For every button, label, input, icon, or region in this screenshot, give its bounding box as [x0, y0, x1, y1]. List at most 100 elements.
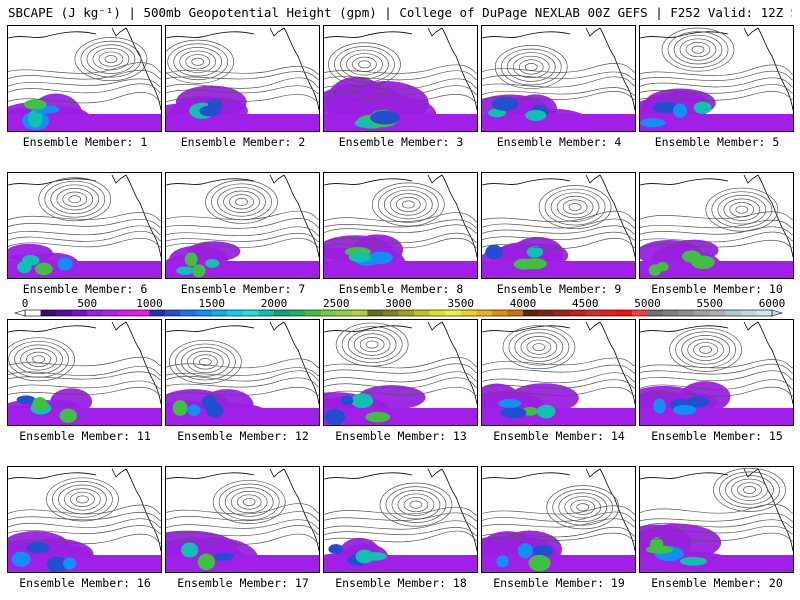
map-panel-graphic: [482, 468, 635, 572]
colorbar-tick-label: 3000: [385, 297, 412, 310]
height-contours: [324, 182, 477, 249]
coastline: [640, 321, 793, 405]
colorbar-swatch: [491, 310, 508, 316]
coastline: [324, 321, 477, 405]
colorbar-swatch: [87, 310, 104, 316]
height-contours: [166, 339, 319, 396]
ensemble-member-label: Ensemble Member: 2: [180, 135, 306, 149]
colorbar-swatch: [336, 310, 353, 316]
colorbar-swatch: [445, 310, 462, 316]
colorbar-swatch: [414, 310, 430, 316]
height-contours: [640, 327, 793, 397]
colorbar-swatch: [102, 310, 119, 316]
colorbar-swatch: [631, 310, 648, 316]
cape-shading: [640, 381, 793, 425]
height-contours: [640, 187, 793, 249]
ensemble-member-label: Ensemble Member: 17: [177, 576, 309, 590]
coastline: [166, 468, 319, 552]
ensemble-member-label: Ensemble Member: 5: [654, 135, 780, 149]
map-panel: [481, 466, 636, 573]
map-panel-graphic: [166, 468, 319, 572]
colorbar-tick-label: 5500: [697, 297, 724, 310]
colorbar-tick-label: 2500: [323, 297, 350, 310]
height-contours: [482, 185, 635, 249]
map-panel-graphic: [640, 174, 793, 278]
colorbar-swatch: [165, 310, 181, 316]
cape-shading: [640, 88, 793, 131]
map-panel: [481, 25, 636, 132]
height-contours: [324, 322, 477, 396]
ensemble-member-label: Ensemble Member: 6: [22, 282, 148, 296]
ensemble-member-label: Ensemble Member: 15: [651, 429, 783, 443]
colorbar-swatch: [40, 310, 57, 316]
coastline: [166, 321, 319, 405]
map-panel-graphic: [166, 174, 319, 278]
colorbar-swatch: [523, 310, 539, 316]
colorbar-swatch: [429, 310, 446, 316]
ensemble-member-label: Ensemble Member: 18: [335, 576, 467, 590]
map-panel: [165, 319, 320, 426]
colorbar-swatch: [585, 310, 602, 316]
map-panel-graphic: [8, 321, 161, 425]
map-panel-graphic: [640, 321, 793, 425]
colorbar-swatch: [351, 310, 368, 316]
map-panel: [165, 466, 320, 573]
coastline: [482, 468, 635, 552]
ensemble-member-label: Ensemble Member: 14: [493, 429, 625, 443]
map-panel: [639, 172, 794, 279]
colorbar-tick-label: 4000: [510, 297, 537, 310]
cape-shading: [640, 523, 793, 572]
cape-shading: [8, 93, 161, 131]
ensemble-member-label: Ensemble Member: 12: [177, 429, 309, 443]
map-panel: [7, 466, 162, 573]
map-panel-graphic: [324, 174, 477, 278]
map-panel: [639, 466, 794, 573]
ensemble-member-label: Ensemble Member: 7: [180, 282, 306, 296]
colorbar-swatch: [258, 310, 275, 316]
cape-shading: [324, 537, 477, 572]
ensemble-member-label: Ensemble Member: 3: [338, 135, 464, 149]
ensemble-member-label: Ensemble Member: 1: [22, 135, 148, 149]
map-panel-graphic: [324, 468, 477, 572]
coastline: [8, 174, 161, 258]
map-panel-graphic: [482, 27, 635, 131]
map-panel-graphic: [324, 27, 477, 131]
map-panel: [481, 319, 636, 426]
map-panel: [165, 172, 320, 279]
map-panel: [7, 25, 162, 132]
ensemble-member-label: Ensemble Member: 16: [19, 576, 151, 590]
map-panel-graphic: [640, 467, 793, 572]
colorbar-swatch: [211, 310, 228, 316]
cape-shading: [8, 531, 161, 572]
colorbar-swatch: [305, 310, 321, 316]
colorbar-swatch: [460, 310, 477, 316]
colorbar: 0 500 1000 1500 2000 2500 3000 3500 4000 4500 5000…: [0, 296, 800, 320]
colorbar-swatch: [647, 310, 664, 316]
colorbar-tick-label: 0: [22, 297, 29, 310]
coastline: [324, 27, 477, 111]
colorbar-swatch: [133, 310, 150, 316]
map-panel-graphic: [8, 27, 161, 131]
colorbar-swatch: [149, 310, 166, 316]
height-contours: [166, 39, 319, 103]
colorbar-swatch: [398, 310, 415, 316]
colorbar-swatch: [242, 310, 259, 316]
colorbar-swatch: [663, 310, 679, 316]
colorbar-swatch: [476, 310, 493, 316]
height-contours: [166, 179, 319, 248]
colorbar-swatch: [289, 310, 306, 316]
map-panel: [323, 319, 478, 426]
ensemble-member-label: Ensemble Member: 11: [19, 429, 151, 443]
cape-shading: [166, 530, 319, 572]
map-panel: [639, 319, 794, 426]
map-panel: [639, 25, 794, 132]
cape-shading: [324, 234, 477, 278]
colorbar-swatch: [196, 310, 213, 316]
height-contours: [8, 37, 161, 104]
height-contours: [482, 45, 635, 100]
colorbar-swatch: [538, 310, 555, 316]
colorbar-swatch: [320, 310, 337, 316]
cape-shading: [640, 239, 793, 278]
height-contours: [8, 337, 161, 396]
colorbar-tick-label: 1000: [136, 297, 163, 310]
